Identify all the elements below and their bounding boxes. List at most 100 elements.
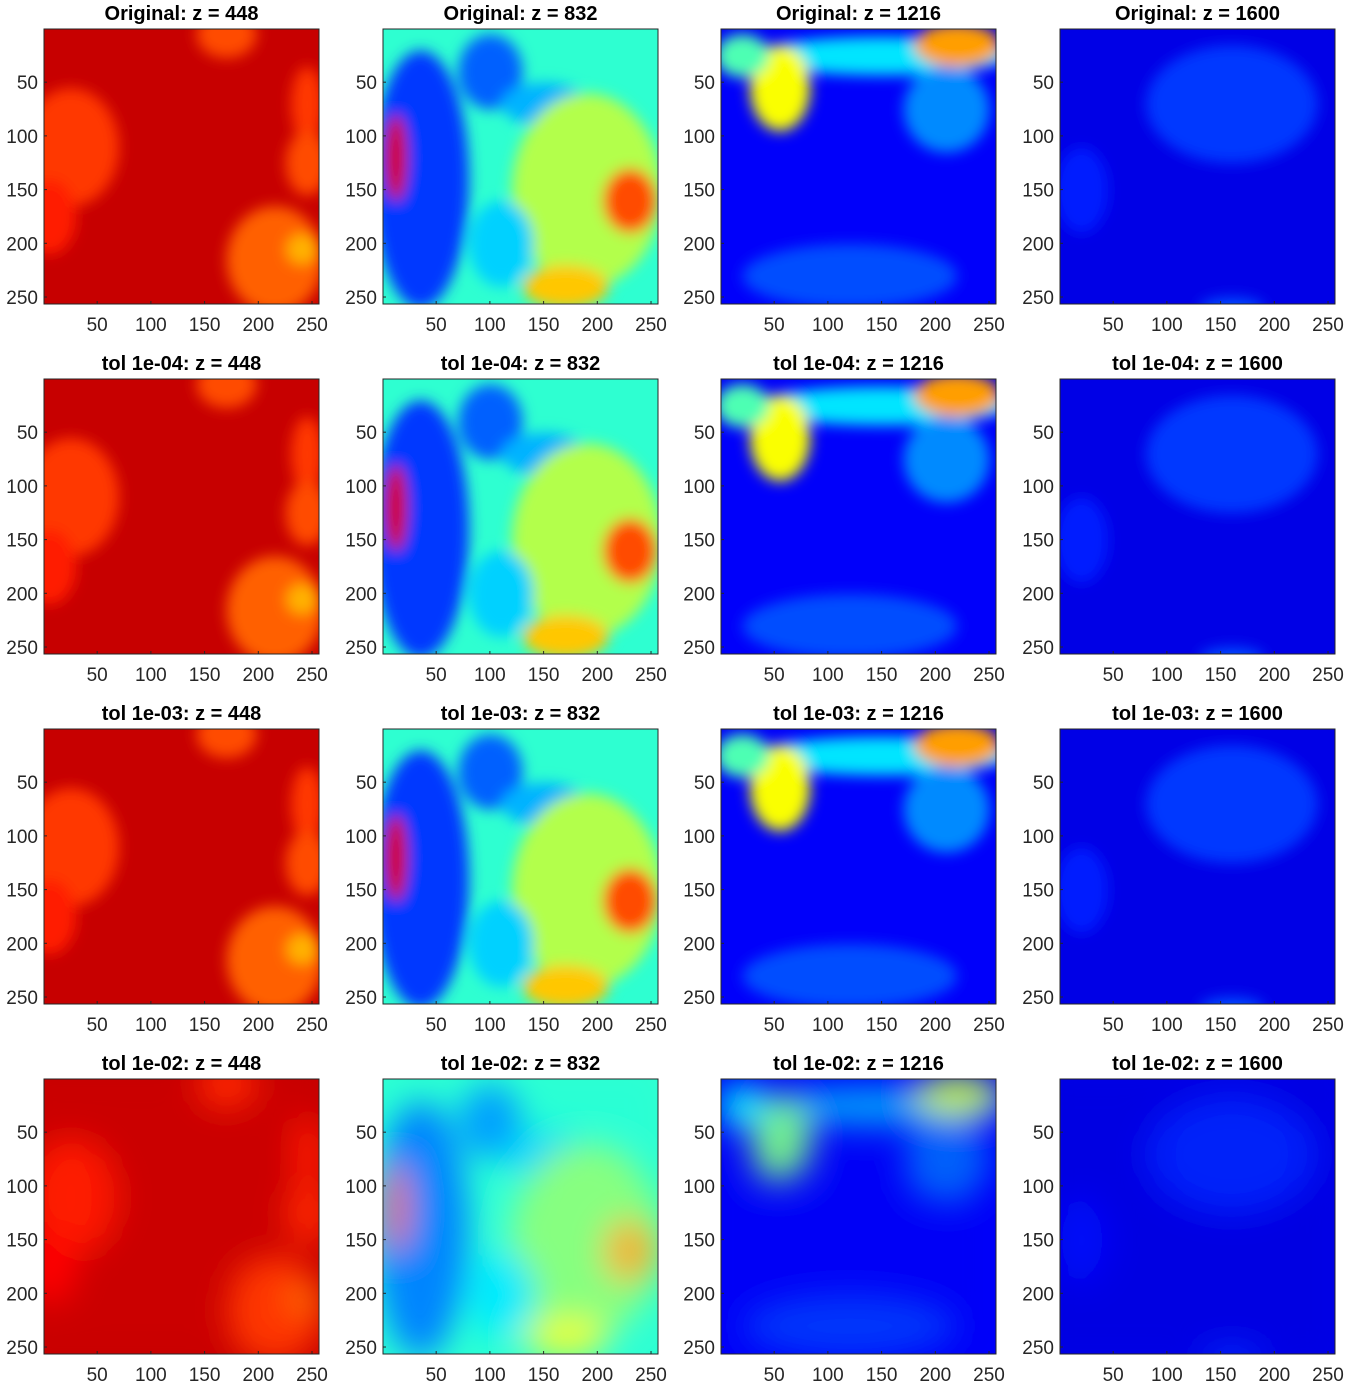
x-tick-label: 250 — [1312, 315, 1344, 336]
panel-10: tol 1e-03: z = 832 50 100 150 200 250 50 100 150… — [345, 703, 667, 1036]
y-tick-label: 250 — [345, 638, 377, 659]
field-blob — [1202, 997, 1262, 1004]
x-tick-label: 150 — [189, 1015, 221, 1036]
x-tick-label: 150 — [866, 665, 898, 686]
field-blob — [742, 243, 958, 304]
heatmap-image — [1060, 29, 1335, 304]
field-blob — [44, 788, 120, 907]
y-tick-label: 150 — [6, 181, 38, 202]
field-blob — [522, 965, 609, 1004]
panel-title: Original: z = 1600 — [1115, 3, 1280, 25]
artifact-stripe — [631, 1079, 637, 1354]
x-tick-label: 250 — [973, 665, 1005, 686]
y-tick-label: 50 — [694, 73, 715, 94]
x-tick-label: 100 — [1151, 1015, 1183, 1036]
x-tick-label: 200 — [1258, 1365, 1290, 1383]
field-blob — [196, 729, 257, 758]
field-blob — [226, 906, 319, 1004]
artifact-stripe — [876, 1079, 882, 1354]
field-blob — [385, 464, 407, 551]
panel-11: tol 1e-03: z = 1216 50 100 150 200 250 50 100 15… — [683, 703, 1005, 1036]
field-blob — [468, 1250, 534, 1337]
x-tick-label: 100 — [135, 1015, 167, 1036]
field-blob — [721, 734, 770, 778]
y-tick-label: 100 — [6, 1177, 38, 1198]
field-blob — [903, 1116, 990, 1203]
field-blob — [383, 50, 469, 304]
field-blob — [385, 1164, 407, 1251]
artifact-stripe — [845, 1079, 851, 1354]
artifact-stripe — [261, 1079, 267, 1354]
x-tick-label: 100 — [1151, 1365, 1183, 1383]
artifact-stripe — [783, 1079, 789, 1354]
field-blob — [603, 868, 657, 934]
x-tick-label: 150 — [866, 1365, 898, 1383]
x-tick-label: 200 — [242, 1365, 274, 1383]
field-blob — [1060, 147, 1109, 234]
y-tick-label: 250 — [6, 638, 38, 659]
x-tick-label: 250 — [973, 1365, 1005, 1383]
panel-title: Original: z = 448 — [105, 3, 259, 25]
x-tick-label: 100 — [135, 315, 167, 336]
x-tick-label: 100 — [812, 665, 844, 686]
artifact-stripe — [445, 1079, 451, 1354]
y-tick-label: 200 — [6, 584, 38, 605]
x-tick-label: 150 — [1205, 1015, 1237, 1036]
x-tick-label: 250 — [1312, 1365, 1344, 1383]
y-tick-label: 150 — [1022, 881, 1054, 902]
y-tick-label: 100 — [683, 827, 715, 848]
y-tick-label: 150 — [683, 881, 715, 902]
x-tick-label: 50 — [87, 1365, 108, 1383]
y-tick-label: 150 — [345, 181, 377, 202]
y-tick-label: 250 — [345, 288, 377, 309]
x-tick-label: 200 — [919, 1015, 951, 1036]
x-tick-label: 250 — [296, 315, 328, 336]
field-blob — [1145, 395, 1318, 514]
field-blob — [903, 416, 990, 503]
artifact-stripe — [1308, 1079, 1314, 1354]
field-blob — [226, 206, 319, 304]
field-blob — [511, 443, 658, 637]
heatmap-image — [1060, 379, 1335, 654]
y-tick-label: 250 — [6, 1338, 38, 1359]
artifact-stripe — [1091, 1079, 1097, 1354]
field-blob — [458, 734, 523, 810]
heatmap-image — [383, 379, 658, 654]
y-tick-label: 150 — [683, 1231, 715, 1252]
y-tick-label: 250 — [683, 638, 715, 659]
field-blob — [44, 438, 120, 557]
heatmap-image — [721, 29, 996, 304]
field-blob — [603, 518, 657, 584]
field-blob — [44, 88, 120, 207]
panel-title: tol 1e-04: z = 832 — [441, 353, 601, 375]
x-tick-label: 250 — [635, 315, 667, 336]
x-tick-label: 200 — [242, 1015, 274, 1036]
axes-box — [1059, 728, 1336, 1005]
artifact-stripe — [106, 1079, 112, 1354]
x-tick-label: 100 — [135, 665, 167, 686]
panel-2: Original: z = 832 50 100 150 200 250 50 100 150 2… — [345, 3, 667, 336]
y-tick-label: 50 — [17, 1123, 38, 1144]
x-tick-label: 150 — [189, 315, 221, 336]
field-blob — [286, 1284, 317, 1315]
x-tick-label: 100 — [135, 1365, 167, 1383]
y-tick-label: 250 — [1022, 1338, 1054, 1359]
x-tick-label: 200 — [919, 315, 951, 336]
y-tick-label: 150 — [6, 881, 38, 902]
field-blob — [285, 131, 319, 196]
x-tick-label: 250 — [1312, 1015, 1344, 1036]
field-blob — [44, 179, 77, 255]
y-tick-label: 100 — [6, 827, 38, 848]
field-blob — [458, 384, 523, 460]
field-blob — [1145, 1095, 1318, 1214]
artifact-stripe — [507, 1079, 513, 1354]
y-tick-label: 150 — [6, 1231, 38, 1252]
x-tick-label: 100 — [474, 1365, 506, 1383]
field-blob — [458, 1084, 523, 1160]
y-tick-label: 200 — [6, 1284, 38, 1305]
field-blob — [721, 34, 770, 78]
x-tick-label: 50 — [764, 315, 785, 336]
x-tick-label: 200 — [1258, 665, 1290, 686]
heatmap-image — [383, 29, 658, 304]
axes-box — [382, 28, 659, 305]
